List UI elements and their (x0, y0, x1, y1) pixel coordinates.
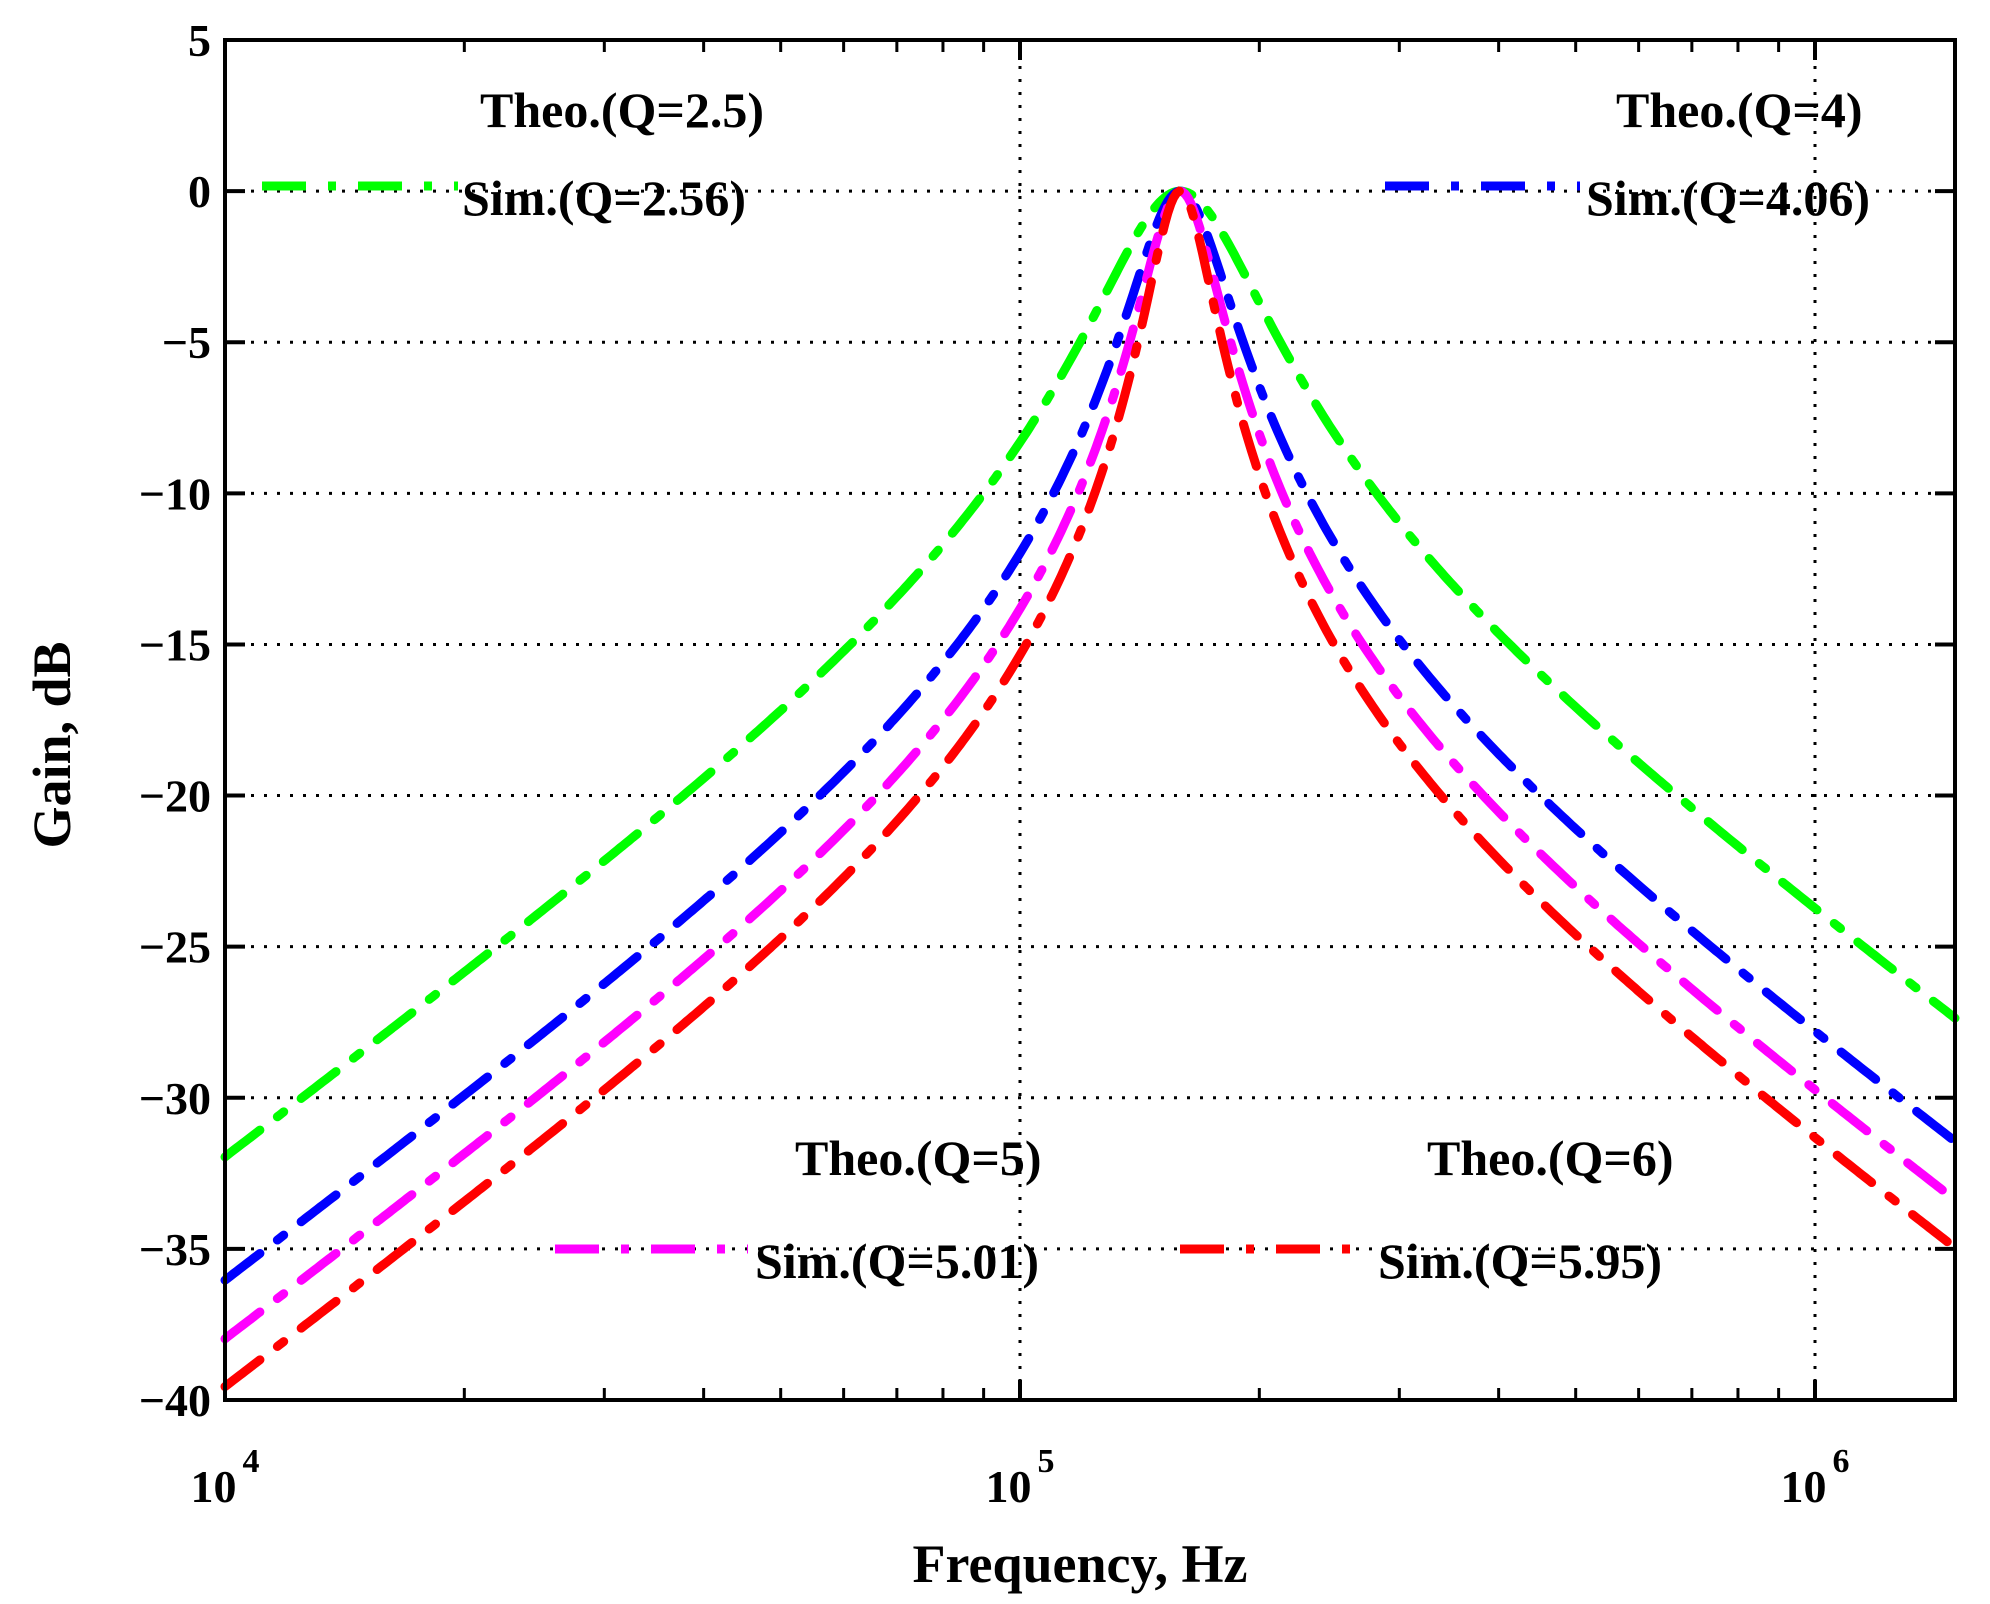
series-line-3 (220, 186, 1960, 1344)
y-tick-label: −20 (139, 771, 211, 822)
legend-q4: Theo.(Q=4) Sim.(Q=4.06) (1385, 82, 1870, 226)
series-layer (220, 186, 1960, 1392)
legend-q5: Theo.(Q=5) Sim.(Q=5.01) (555, 1130, 1042, 1289)
legend-sim-q6: Sim.(Q=5.95) (1378, 1233, 1662, 1289)
legend-q6: Theo.(Q=6) Sim.(Q=5.95) (1180, 1130, 1674, 1289)
legend-theo-q2p5: Theo.(Q=2.5) (480, 82, 764, 138)
series-line-2 (220, 186, 1960, 1285)
y-tick-label: 5 (188, 15, 211, 66)
y-axis-label: Gain, dB (22, 641, 82, 848)
legend-sim-q4: Sim.(Q=4.06) (1586, 170, 1870, 226)
x-axis-label: Frequency, Hz (913, 1534, 1248, 1594)
y-tick-label: −5 (162, 317, 211, 368)
x-tick-labels: 10 4 10 5 10 6 (191, 1443, 1850, 1512)
legend-theo-q5: Theo.(Q=5) (795, 1130, 1042, 1186)
legend-sim-q5: Sim.(Q=5.01) (755, 1233, 1039, 1289)
y-tick-labels: 5 0 −5 −10 −15 −20 −25 −30 −35 −40 (139, 15, 211, 1426)
y-tick-label: −35 (139, 1224, 211, 1275)
y-tick-label: 0 (188, 166, 211, 217)
legend-sim-q2p5: Sim.(Q=2.56) (462, 170, 746, 226)
grid-lines (225, 40, 1955, 1400)
y-tick-label: −40 (139, 1375, 211, 1426)
legend-theo-q6: Theo.(Q=6) (1427, 1130, 1674, 1186)
legend-q2p5: Theo.(Q=2.5) Sim.(Q=2.56) (262, 82, 764, 226)
legend-theo-q4: Theo.(Q=4) (1616, 82, 1863, 138)
series-line-1 (220, 186, 1960, 1162)
x-tick-label: 10 4 (191, 1443, 260, 1512)
y-tick-label: −25 (139, 922, 211, 973)
x-tick-label: 10 6 (1781, 1443, 1850, 1512)
plot-frame (223, 38, 1957, 1402)
y-tick-label: −10 (139, 468, 211, 519)
y-tick-label: −30 (139, 1073, 211, 1124)
x-tick-label: 10 5 (986, 1443, 1055, 1512)
series-line-4 (220, 186, 1960, 1392)
y-tick-label: −15 (139, 619, 211, 670)
